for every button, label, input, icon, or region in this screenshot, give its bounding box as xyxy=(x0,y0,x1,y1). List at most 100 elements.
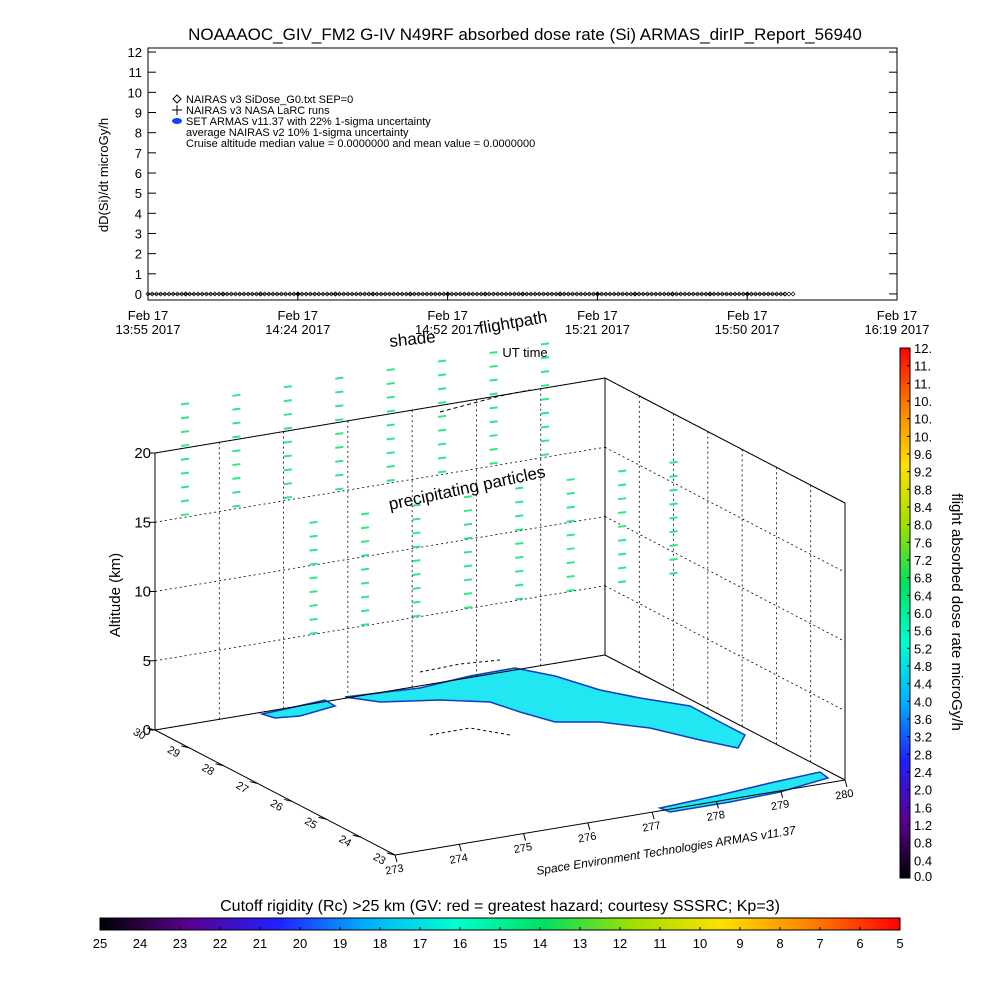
dose-dash xyxy=(360,581,370,585)
dose-dash xyxy=(232,490,241,494)
legend-symbol xyxy=(172,118,182,124)
colorbar-tick-label: 5 xyxy=(896,936,903,951)
dose-dash xyxy=(335,487,344,491)
dose-dash xyxy=(618,469,627,473)
colorbar-tick-label: 2.8 xyxy=(914,747,932,762)
axis-edge xyxy=(604,377,846,504)
dose-dash xyxy=(283,454,292,458)
dose-dash xyxy=(463,495,472,499)
lat-tick xyxy=(318,816,327,820)
dose-dash xyxy=(283,496,292,500)
dose-dash xyxy=(566,491,575,495)
dose-dash xyxy=(360,553,370,557)
dose-dash xyxy=(360,567,370,571)
colorbar-tick-label: 24 xyxy=(133,936,147,951)
grid-line xyxy=(154,446,606,523)
dose-dash xyxy=(386,437,395,441)
colorbar-tick-label: 0.0 xyxy=(914,869,932,884)
colorbar-tick-label: 1.2 xyxy=(914,818,932,833)
dose-dash xyxy=(540,356,550,360)
colorbar-tick-label: 10. xyxy=(914,429,932,444)
x-tick-label: Feb 17 xyxy=(427,308,467,323)
dose-dash xyxy=(669,460,678,464)
dose-dash xyxy=(566,575,575,579)
dose-dash xyxy=(463,564,472,568)
colorbar-tick-label: 18 xyxy=(373,936,387,951)
y-tick-label: 5 xyxy=(135,186,142,201)
dose-dash xyxy=(309,576,318,580)
x-tick-label: 14:24 2017 xyxy=(265,322,330,337)
dose-dash xyxy=(335,473,344,477)
dose-dash xyxy=(489,461,498,465)
dose-dash xyxy=(463,522,472,526)
dose-dash xyxy=(669,502,678,506)
lat-tick-label: 28 xyxy=(199,762,216,779)
x-tick-label: Feb 17 xyxy=(877,308,917,323)
colorbar-tick-label: 4.0 xyxy=(914,694,932,709)
dose-dash xyxy=(180,402,190,406)
x-tick-label: 13:55 2017 xyxy=(115,322,180,337)
dose-dash xyxy=(515,569,524,573)
z-tick-label: 10 xyxy=(134,584,151,601)
lat-tick xyxy=(386,852,396,856)
colorbar-tick-label: 2.4 xyxy=(914,765,932,780)
colorbar-tick-label: 5.2 xyxy=(914,641,932,656)
dose-dash xyxy=(386,465,395,469)
dose-dash xyxy=(386,368,395,372)
lat-tick xyxy=(249,781,258,785)
dose-dash xyxy=(463,592,472,596)
dose-dash xyxy=(489,392,498,396)
dose-dash xyxy=(180,430,190,434)
dose-dash xyxy=(360,623,370,627)
panhandle xyxy=(259,699,337,719)
colorbar-tick-label: 0.4 xyxy=(914,853,932,868)
y-tick-label: 0 xyxy=(135,287,142,302)
lat-tick xyxy=(181,745,190,749)
shade-line xyxy=(429,727,511,736)
dose-dash xyxy=(438,456,447,460)
legend-label: Cruise altitude median value = 0.0000000… xyxy=(186,138,535,150)
x-tick-label: Feb 17 xyxy=(128,308,168,323)
dose-dash xyxy=(489,434,498,438)
z-tick-label: 5 xyxy=(143,653,151,670)
axis-edge xyxy=(154,654,606,731)
peninsula xyxy=(344,667,747,749)
lon-tick xyxy=(458,844,462,852)
colorbar-title: Cutoff rigidity (Rc) >25 km (GV: red = g… xyxy=(220,898,780,915)
colorbar-tick-label: 6.8 xyxy=(914,571,932,586)
dose-dash xyxy=(489,350,498,354)
colorbar-tick-label: 7 xyxy=(816,936,823,951)
dose-dash xyxy=(386,409,395,413)
dose-dash xyxy=(232,407,241,411)
x-tick-label: 16:19 2017 xyxy=(864,322,929,337)
colorbar-tick-label: 8.0 xyxy=(914,518,932,533)
dose-dash xyxy=(180,416,190,420)
dose-dash xyxy=(309,590,318,594)
colorbar-tick-label: 6.4 xyxy=(914,588,932,603)
y-tick-label: 9 xyxy=(135,106,142,121)
colorbar-tick-label: 0.8 xyxy=(914,836,932,851)
dose-dash xyxy=(669,516,678,520)
lat-tick-label: 24 xyxy=(337,833,354,850)
axis-edge xyxy=(154,729,396,856)
lat-tick-label: 27 xyxy=(234,780,251,797)
lat-tick-label: 26 xyxy=(268,798,285,815)
colorbar-tick-label: 3.2 xyxy=(914,730,932,745)
lon-tick xyxy=(587,822,591,830)
y-tick-label: 4 xyxy=(135,206,142,221)
lat-tick xyxy=(146,727,156,731)
grid-line xyxy=(154,585,606,662)
grid-line xyxy=(604,446,846,573)
dose-dash xyxy=(335,404,344,408)
dose-dash xyxy=(232,435,241,439)
dose-dash xyxy=(540,383,550,387)
colorbar-tick-label: 12 xyxy=(613,936,627,951)
dose-dash xyxy=(309,548,318,552)
dose-dash xyxy=(566,561,575,565)
dose-dash xyxy=(180,457,190,461)
dose-dash xyxy=(412,531,421,535)
dose-dash xyxy=(618,552,627,556)
z-tick-label: 0 xyxy=(143,722,151,739)
dose-dash xyxy=(180,513,190,517)
